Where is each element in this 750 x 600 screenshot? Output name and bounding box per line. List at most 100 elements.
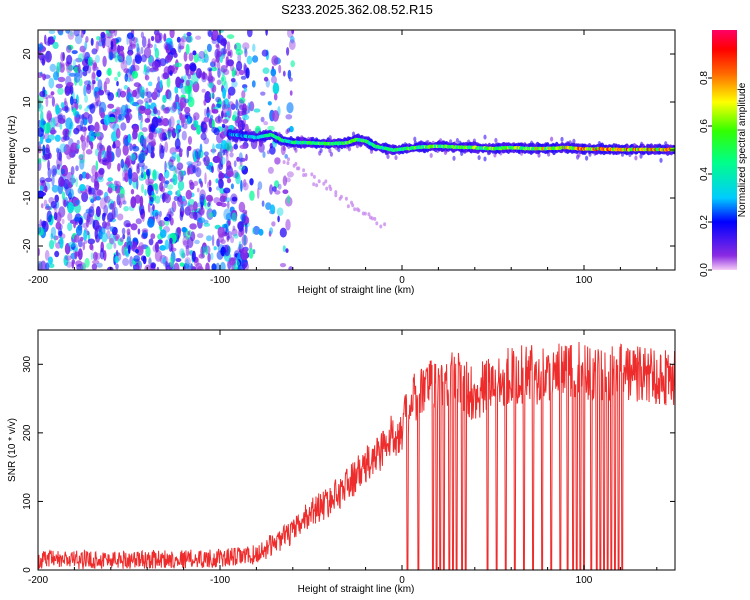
noise-cell — [279, 227, 287, 238]
noise-cell — [244, 222, 248, 234]
noise-cell — [163, 107, 169, 114]
noise-cell — [227, 86, 236, 96]
noise-cell — [94, 121, 100, 133]
x-tick-label: 100 — [576, 275, 593, 286]
noise-cell — [42, 73, 46, 81]
noise-cell — [169, 207, 174, 214]
noise-cell — [351, 203, 355, 208]
noise-cell — [274, 157, 281, 165]
noise-cell — [143, 97, 152, 104]
noise-cell — [81, 115, 85, 126]
noise-cell — [123, 220, 131, 228]
noise-cell — [189, 211, 196, 219]
noise-cell — [64, 97, 67, 106]
noise-cell — [261, 200, 265, 207]
noise-cell — [241, 249, 249, 260]
noise-cell — [154, 87, 158, 98]
noise-cell — [207, 67, 213, 72]
noise-cell — [233, 233, 239, 239]
noise-cell — [206, 235, 212, 242]
colorbar-gradient — [712, 30, 737, 270]
noise-cell — [55, 104, 60, 115]
noise-cell — [165, 89, 172, 100]
noise-cell — [231, 196, 238, 202]
noise-cell — [124, 172, 129, 183]
noise-cell — [269, 146, 276, 155]
y-tick-label: -20 — [22, 238, 33, 253]
noise-cell — [71, 261, 75, 269]
noise-cell — [267, 101, 272, 106]
noise-cell — [209, 92, 215, 99]
noise-cell — [156, 266, 160, 270]
noise-cell — [247, 30, 253, 38]
noise-cell — [251, 80, 256, 88]
noise-cell — [277, 215, 280, 223]
noise-cell — [189, 223, 197, 230]
noise-cell — [190, 231, 196, 242]
noise-cell — [173, 100, 177, 109]
noise-cell — [60, 136, 66, 143]
noise-cell — [198, 50, 206, 59]
noise-cell — [96, 176, 104, 183]
tone-halo-cell — [585, 155, 589, 161]
noise-cell — [135, 249, 139, 254]
noise-cell — [48, 256, 53, 265]
noise-cell — [41, 203, 44, 209]
noise-cell — [120, 158, 125, 169]
noise-cell — [216, 34, 221, 45]
noise-cell — [140, 166, 145, 174]
noise-cell — [48, 77, 55, 89]
noise-cell — [198, 253, 205, 259]
noise-cell — [126, 231, 132, 244]
noise-cell — [101, 232, 108, 243]
noise-cell — [86, 213, 94, 225]
noise-cell — [203, 116, 210, 123]
noise-cell — [187, 263, 194, 270]
noise-cell — [241, 213, 246, 224]
noise-cell — [379, 224, 383, 229]
tone-halo-cell — [483, 156, 487, 162]
noise-cell — [151, 60, 160, 70]
noise-cell — [245, 67, 250, 79]
noise-cell — [227, 231, 232, 239]
noise-cell — [242, 209, 248, 215]
noise-cell — [158, 60, 162, 68]
noise-cell — [193, 120, 199, 128]
noise-cell — [140, 171, 144, 179]
noise-cell — [118, 193, 126, 205]
noise-cell — [231, 228, 238, 237]
tone-halo-cell — [337, 147, 341, 153]
noise-cell — [226, 232, 230, 242]
noise-cell — [52, 168, 57, 176]
noise-cell — [115, 249, 119, 257]
noise-cell — [122, 258, 130, 266]
noise-cell — [197, 187, 200, 193]
noise-cell — [165, 54, 172, 63]
noise-cell — [258, 142, 265, 153]
noise-cell — [115, 146, 122, 158]
noise-cell — [122, 200, 127, 205]
y-tick-label: 0 — [22, 147, 33, 153]
noise-cell — [119, 186, 125, 199]
noise-cell — [107, 92, 114, 101]
noise-cell — [130, 223, 138, 231]
noise-cell — [93, 62, 97, 69]
noise-cell — [177, 170, 184, 183]
noise-cell — [290, 60, 296, 68]
noise-cell — [291, 30, 295, 35]
colorbar-ticks: 0.0 0.2 0.4 0.6 0.8 — [699, 71, 712, 277]
noise-cell — [104, 150, 111, 163]
noise-cell — [58, 151, 63, 162]
noise-cell — [99, 197, 107, 210]
noise-cell — [114, 76, 119, 81]
noise-cell — [94, 171, 98, 179]
noise-cell — [247, 102, 251, 114]
noise-cell — [137, 153, 143, 163]
noise-cell — [139, 120, 143, 131]
noise-cell — [226, 177, 232, 184]
noise-cell — [125, 114, 131, 124]
noise-cell — [122, 144, 129, 156]
noise-cell — [76, 139, 80, 146]
noise-cell — [51, 184, 59, 193]
